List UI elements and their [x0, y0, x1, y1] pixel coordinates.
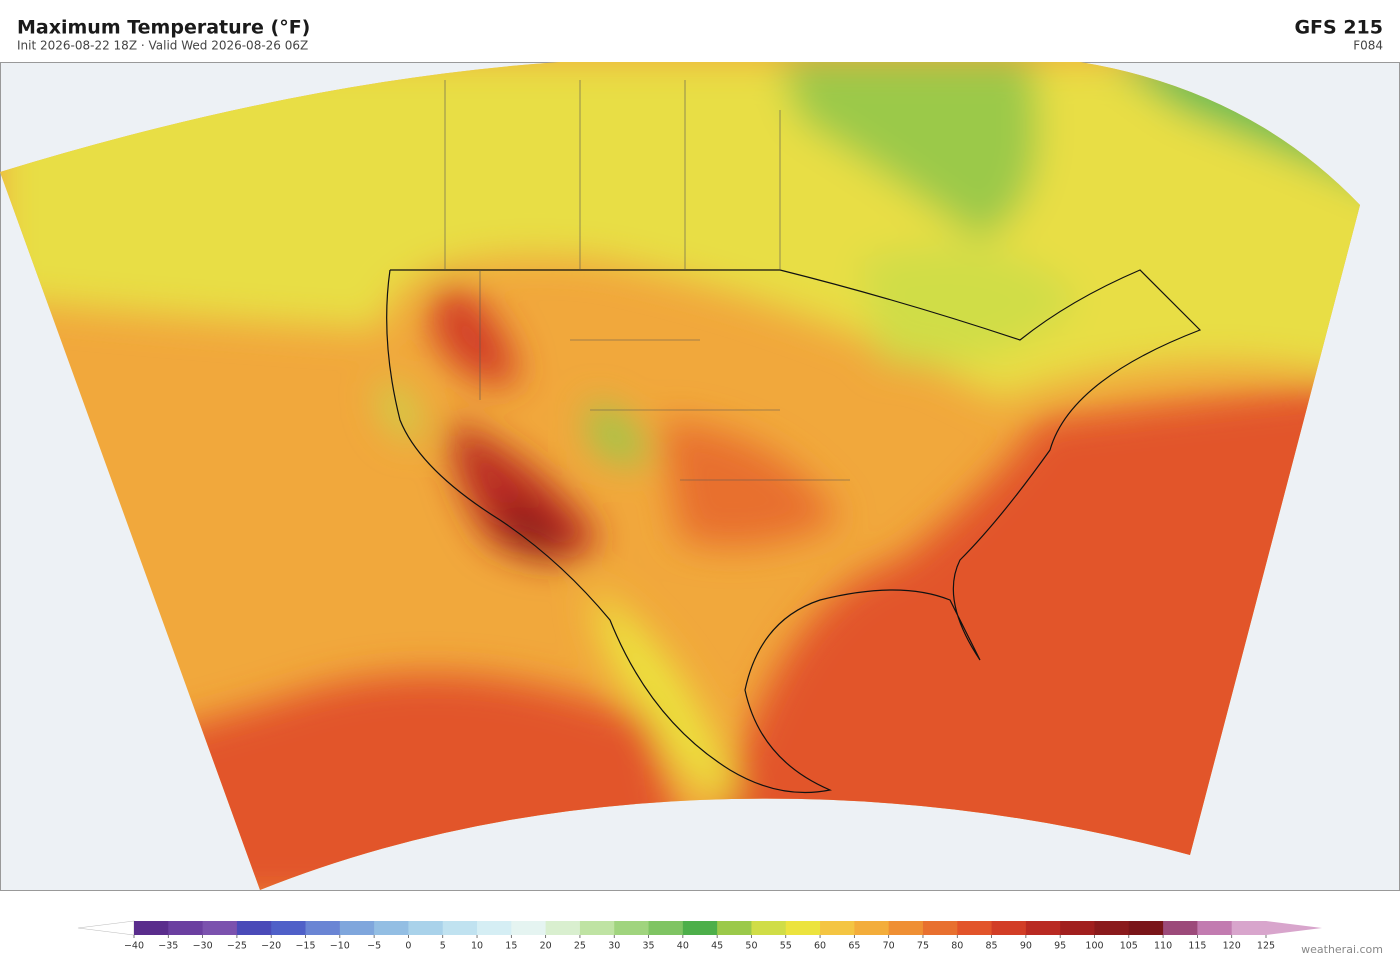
- colorbar-bin: [374, 921, 409, 935]
- colorbar-bin: [785, 921, 821, 935]
- colorbar-bin: [922, 921, 958, 935]
- colorbar-tick-label: 110: [1154, 941, 1172, 952]
- colorbar-bin: [888, 921, 924, 935]
- title: Maximum Temperature (°F): [17, 17, 310, 39]
- colorbar-tick-label: 105: [1120, 941, 1138, 952]
- colorbar-tick-label: 10: [471, 941, 483, 952]
- colorbar-bin: [168, 921, 204, 935]
- colorbar-bin: [820, 921, 855, 935]
- colorbar-tick-label: 70: [883, 941, 895, 952]
- colorbar-bin: [957, 921, 993, 935]
- colorbar-bin: [408, 921, 444, 935]
- colorbar-bin: [648, 921, 684, 935]
- colorbar-bin: [1163, 921, 1198, 935]
- colorbar-bin: [202, 921, 238, 935]
- colorbar-tick-label: 30: [608, 941, 620, 952]
- colorbar-bin: [682, 921, 718, 935]
- colorbar-bin: [339, 921, 375, 935]
- colorbar-bin: [751, 921, 787, 935]
- colorbar-tick-label: 65: [848, 941, 860, 952]
- colorbar-tick-label: −15: [295, 941, 315, 952]
- colorbar-tick-label: 95: [1054, 941, 1066, 952]
- colorbar-tick-label: 120: [1223, 941, 1241, 952]
- colorbar-tick-label: 80: [951, 941, 963, 952]
- colorbar-bin: [1231, 921, 1267, 935]
- colorbar-tick-label: 115: [1188, 941, 1206, 952]
- colorbar-tick-label: 55: [780, 941, 792, 952]
- colorbar-bin: [614, 921, 650, 935]
- colorbar: −40 −35 −30 −25 −20 −15 −10 −5 0 5 10 15 20 25 30 35 40 4…: [77, 920, 1322, 952]
- colorbar-tick-label: 35: [642, 941, 654, 952]
- credit: weatherai.com: [1301, 943, 1383, 956]
- colorbar-bin: [236, 921, 272, 935]
- colorbar-bin: [579, 921, 615, 935]
- forecast-hour: F084: [1353, 39, 1383, 53]
- colorbar-bin: [991, 921, 1027, 935]
- colorbar-tick-label: −5: [367, 941, 381, 952]
- colorbar-bin: [442, 921, 478, 935]
- colorbar-tick-label: 15: [505, 941, 517, 952]
- colorbar-tick-label: −40: [124, 941, 144, 952]
- colorbar-bin: [271, 921, 307, 935]
- colorbar-tick-label: 45: [711, 941, 723, 952]
- colorbar-bin: [1197, 921, 1233, 935]
- subtitle: Init 2026-08-22 18Z · Valid Wed 2026-08-…: [17, 39, 308, 53]
- colorbar-bin: [854, 921, 890, 935]
- colorbar-tick-label: 90: [1020, 941, 1032, 952]
- colorbar-bin: [1128, 921, 1164, 935]
- colorbar-bin: [305, 921, 341, 935]
- colorbar-bin: [477, 921, 512, 935]
- colorbar-bin: [134, 921, 169, 935]
- colorbar-bin: [1094, 921, 1130, 935]
- colorbar-tick-label: 0: [405, 941, 411, 952]
- colorbar-tick-label: −35: [158, 941, 178, 952]
- colorbar-tick-label: 125: [1257, 941, 1275, 952]
- colorbar-under: [77, 920, 135, 936]
- colorbar-over: [1266, 921, 1322, 935]
- model-label: GFS 215: [1294, 17, 1383, 39]
- colorbar-tick-label: 25: [574, 941, 586, 952]
- colorbar-tick-label: 20: [540, 941, 552, 952]
- colorbar-tick-label: −10: [330, 941, 350, 952]
- colorbar-tick-label: −20: [261, 941, 281, 952]
- colorbar-bin: [717, 921, 752, 935]
- colorbar-tick-label: −25: [227, 941, 247, 952]
- colorbar-tick-label: 85: [986, 941, 998, 952]
- colorbar-tick-label: −30: [193, 941, 213, 952]
- colorbar-tick-label: 40: [677, 941, 689, 952]
- colorbar-bin: [1025, 921, 1061, 935]
- colorbar-bin: [545, 921, 581, 935]
- colorbar-tick-label: 60: [814, 941, 826, 952]
- colorbar-tick-label: 50: [745, 941, 757, 952]
- colorbar-tick-label: 100: [1085, 941, 1103, 952]
- colorbar-tick-label: 5: [440, 941, 446, 952]
- colorbar-bin: [1060, 921, 1095, 935]
- colorbar-bin: [511, 921, 547, 935]
- colorbar-tick-label: 75: [917, 941, 929, 952]
